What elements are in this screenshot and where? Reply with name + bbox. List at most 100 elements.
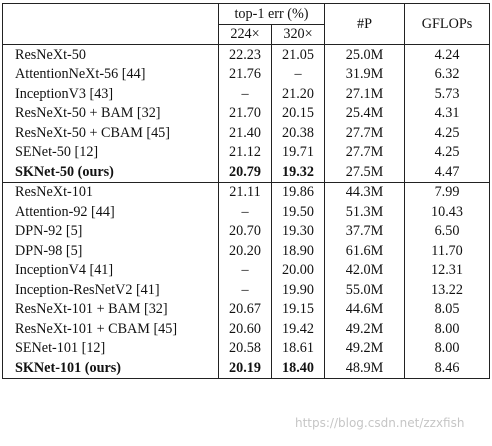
params-cell: 44.6M bbox=[324, 299, 405, 319]
err-224-cell: 20.58 bbox=[218, 338, 272, 358]
header-params: #P bbox=[324, 3, 405, 45]
params-cell: 27.5M bbox=[324, 162, 405, 182]
params-cell: 27.7M bbox=[324, 142, 405, 162]
gflops-cell: 13.22 bbox=[404, 280, 490, 300]
gflops-cell: 12.31 bbox=[404, 260, 490, 280]
model-name-cell: SKNet-101 (ours) bbox=[15, 359, 121, 376]
table-row: InceptionV4 [41] –20.00 42.0M 12.31 bbox=[3, 260, 490, 280]
table-body: ResNeXt-50 22.23 21.05 25.0M 4.24 AttentionNe… bbox=[2, 44, 490, 378]
table-row: SKNet-101 (ours) 20.19 18.40 48.9M 8.46 bbox=[3, 358, 490, 378]
table-row: InceptionV3 [43] –21.20 27.1M 5.73 bbox=[3, 84, 490, 104]
err-224-cell: 22.23 bbox=[218, 44, 272, 65]
model-name-cell: Attention-92 [44] bbox=[15, 203, 115, 220]
err-320-cell: 19.90 bbox=[271, 280, 325, 300]
err-320-cell: 20.00 bbox=[271, 260, 325, 280]
params-cell: 25.4M bbox=[324, 103, 405, 123]
model-name-cell: ResNeXt-101 bbox=[2, 181, 219, 202]
err-224-cell: 20.20 bbox=[218, 241, 272, 261]
model-name-cell: SENet-101 [12] bbox=[15, 340, 106, 357]
gflops-cell: 10.43 bbox=[404, 202, 490, 222]
model-name-cell: ResNeXt-50 + CBAM [45] bbox=[15, 124, 170, 141]
params-cell: 37.7M bbox=[324, 221, 405, 241]
params-cell: 61.6M bbox=[324, 241, 405, 261]
err-320-cell: 21.20 bbox=[271, 84, 325, 104]
model-name-cell: ResNeXt-50 + BAM [32] bbox=[15, 105, 161, 122]
params-cell: 49.2M bbox=[324, 338, 405, 358]
err-224-cell: – bbox=[218, 260, 272, 280]
gflops-cell: 8.00 bbox=[404, 319, 490, 339]
params-cell: 42.0M bbox=[324, 260, 405, 280]
table-row: DPN-92 [5] 20.70 19.30 37.7M 6.50 bbox=[3, 221, 490, 241]
table-row: ResNeXt-50 + BAM [32] 21.70 20.15 25.4M 4.31 bbox=[3, 103, 490, 123]
table-row: ResNeXt-50 22.23 21.05 25.0M 4.24 bbox=[2, 44, 490, 65]
params-cell: 48.9M bbox=[324, 358, 405, 378]
model-name-cell: ResNeXt-101 + CBAM [45] bbox=[15, 320, 178, 337]
params-cell: 27.7M bbox=[324, 123, 405, 143]
err-320-cell: 19.30 bbox=[271, 221, 325, 241]
err-320-cell: 19.86 bbox=[271, 181, 325, 202]
model-name-cell: DPN-98 [5] bbox=[15, 242, 83, 259]
header-model bbox=[3, 4, 219, 45]
gflops-cell: 11.70 bbox=[404, 241, 490, 261]
gflops-cell: 7.99 bbox=[404, 181, 490, 202]
table-row: ResNeXt-101 + BAM [32] 20.67 19.15 44.6M 8.0… bbox=[3, 299, 490, 319]
params-cell: 51.3M bbox=[324, 202, 405, 222]
model-name-cell: ResNeXt-101 + BAM [32] bbox=[15, 301, 168, 318]
gflops-cell: 4.25 bbox=[404, 142, 490, 162]
gflops-cell: 8.46 bbox=[404, 358, 490, 378]
err-320-cell: 18.40 bbox=[271, 358, 325, 378]
params-cell: 49.2M bbox=[324, 319, 405, 339]
table-row: SENet-50 [12] 21.12 19.71 27.7M 4.25 bbox=[3, 142, 490, 162]
err-224-cell: 20.79 bbox=[218, 162, 272, 182]
err-320-cell: 18.61 bbox=[271, 338, 325, 358]
err-224-cell: 21.76 bbox=[218, 64, 272, 84]
err-224-cell: – bbox=[218, 84, 272, 104]
params-cell: 25.0M bbox=[324, 44, 405, 65]
err-320-cell: 19.50 bbox=[271, 202, 325, 222]
gflops-cell: 8.00 bbox=[404, 338, 490, 358]
err-320-cell: 19.15 bbox=[271, 299, 325, 319]
header-res-224: 224× bbox=[218, 23, 272, 45]
model-name-cell: InceptionV3 [43] bbox=[15, 85, 114, 102]
err-320-cell: – bbox=[271, 64, 325, 84]
err-224-cell: 21.70 bbox=[218, 103, 272, 123]
model-name-cell: InceptionV4 [41] bbox=[15, 262, 114, 279]
err-224-cell: 20.60 bbox=[218, 319, 272, 339]
err-224-cell: 21.11 bbox=[218, 181, 272, 202]
table-row: ResNeXt-101 + CBAM [45] 20.60 19.42 49.2M 8.… bbox=[3, 319, 490, 339]
params-cell: 27.1M bbox=[324, 84, 405, 104]
err-320-cell: 18.90 bbox=[271, 241, 325, 261]
table-row: ResNeXt-101 21.11 19.86 44.3M 7.99 bbox=[2, 181, 490, 202]
err-320-cell: 19.71 bbox=[271, 142, 325, 162]
gflops-cell: 4.25 bbox=[404, 123, 490, 143]
table-row: ResNeXt-50 + CBAM [45] 21.40 20.38 27.7M 4.2… bbox=[3, 123, 490, 143]
err-320-cell: 21.05 bbox=[271, 44, 325, 65]
err-224-cell: – bbox=[218, 280, 272, 300]
err-224-cell: 21.12 bbox=[218, 142, 272, 162]
gflops-cell: 4.24 bbox=[404, 44, 490, 65]
gflops-cell: 4.31 bbox=[404, 103, 490, 123]
table-row: AttentionNeXt-56 [44] 21.76–31.9M 6.32 bbox=[3, 64, 490, 84]
gflops-cell: 8.05 bbox=[404, 299, 490, 319]
params-cell: 44.3M bbox=[324, 181, 405, 202]
header-res-320: 320× bbox=[271, 23, 325, 45]
gflops-cell: 6.32 bbox=[404, 64, 490, 84]
header-row-sub: 224× 320× bbox=[3, 23, 490, 45]
err-320-cell: 20.15 bbox=[271, 103, 325, 123]
header-gflops: GFLOPs bbox=[404, 3, 490, 45]
table-row: Attention-92 [44] –19.50 51.3M 10.43 bbox=[3, 202, 490, 222]
err-224-cell: 21.40 bbox=[218, 123, 272, 143]
gflops-cell: 5.73 bbox=[404, 84, 490, 104]
results-table: top-1 err (%) #P GFLOPs 224× 320× ResNeX… bbox=[2, 3, 490, 379]
table-row: SENet-101 [12] 20.58 18.61 49.2M 8.00 bbox=[3, 338, 490, 358]
header-top1-err: top-1 err (%) bbox=[218, 3, 325, 24]
params-cell: 31.9M bbox=[324, 64, 405, 84]
model-name-cell: SKNet-50 (ours) bbox=[15, 163, 114, 180]
err-320-cell: 19.42 bbox=[271, 319, 325, 339]
header-row-top: top-1 err (%) #P GFLOPs bbox=[3, 3, 490, 45]
err-320-cell: 20.38 bbox=[271, 123, 325, 143]
err-224-cell: – bbox=[218, 202, 272, 222]
model-name-cell: AttentionNeXt-56 [44] bbox=[15, 66, 146, 83]
err-224-cell: 20.67 bbox=[218, 299, 272, 319]
err-224-cell: 20.19 bbox=[218, 358, 272, 378]
